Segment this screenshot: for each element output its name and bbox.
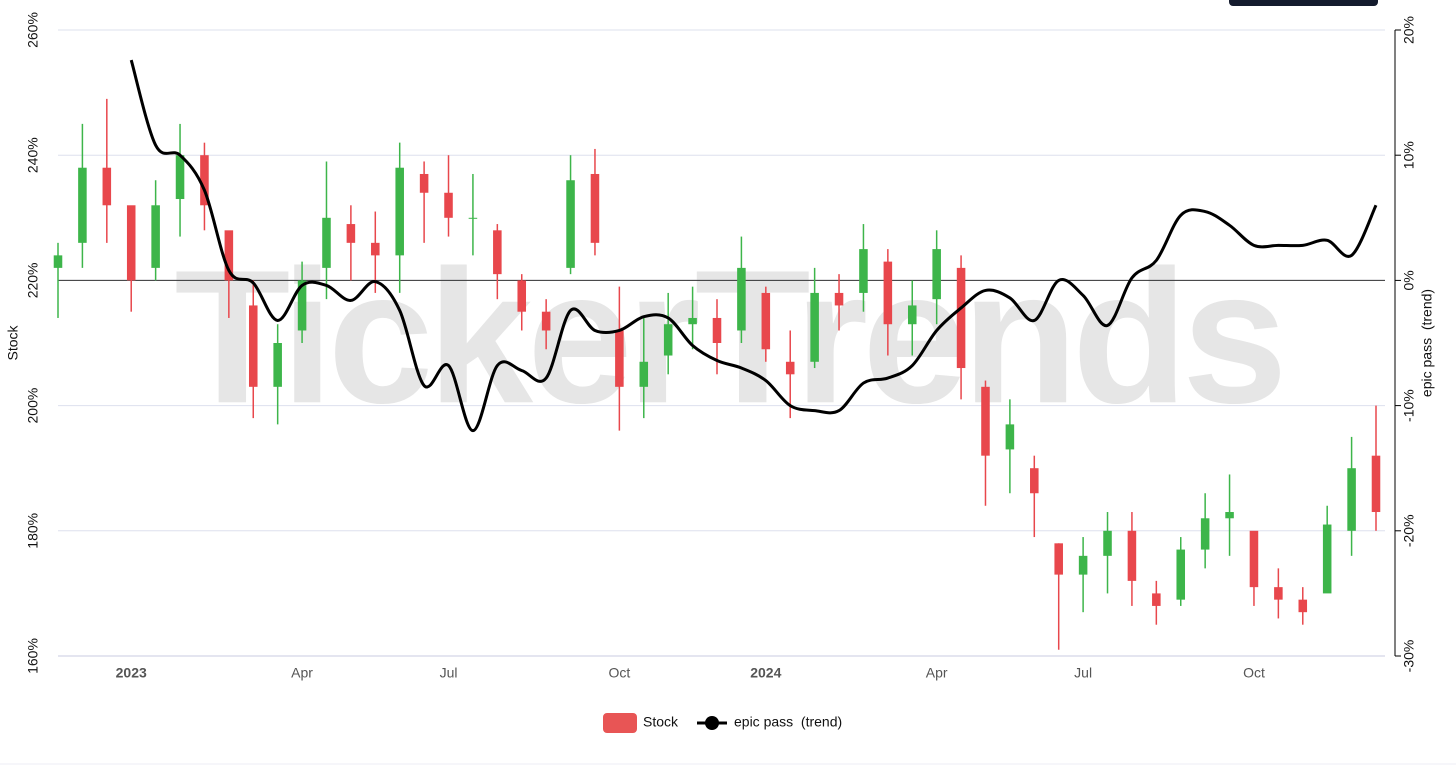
candle-body xyxy=(590,173,600,243)
y-axis-label: Stock xyxy=(5,324,21,360)
candle-body xyxy=(1322,524,1332,594)
candle-body xyxy=(175,155,185,200)
candle-body xyxy=(322,217,331,268)
legend-label: epic pass (trend) xyxy=(734,714,842,730)
candle-body xyxy=(737,267,746,331)
y-tick-label: 160% xyxy=(25,638,41,674)
y2-tick-label: -20% xyxy=(1401,514,1417,547)
x-tick-label: Oct xyxy=(608,665,630,681)
candle-body xyxy=(859,249,868,293)
candle-body xyxy=(1298,599,1308,613)
candle-body xyxy=(615,330,624,387)
y-tick-label: 260% xyxy=(25,12,41,48)
x-tick-label: Jul xyxy=(1074,665,1092,681)
candle-body xyxy=(78,167,87,243)
candle-body xyxy=(371,242,380,256)
candle-body xyxy=(1030,468,1039,494)
y-tick-label: 200% xyxy=(25,388,41,424)
candle-body xyxy=(712,317,722,343)
x-tick-label: Oct xyxy=(1243,665,1265,681)
candle-body xyxy=(224,230,234,281)
candle-body xyxy=(1176,549,1186,600)
candle-body xyxy=(102,167,112,206)
candle-body xyxy=(468,217,478,219)
top-button[interactable] xyxy=(1229,0,1378,6)
candle-body xyxy=(907,305,917,325)
candle-body xyxy=(688,317,697,325)
y2-axis-label: epic pass (trend) xyxy=(1419,289,1435,397)
candle-body xyxy=(1371,455,1381,513)
y2-tick-label: -30% xyxy=(1401,640,1417,673)
x-tick-label: Apr xyxy=(926,665,948,681)
candle-body xyxy=(566,180,575,268)
y-tick-label: 240% xyxy=(25,137,41,173)
candle-body xyxy=(1347,468,1356,531)
candle-body xyxy=(810,292,819,362)
candle-body xyxy=(1152,593,1161,606)
candle-body xyxy=(932,249,941,300)
candle-body xyxy=(663,324,673,356)
x-tick-label: 2024 xyxy=(750,665,781,681)
y2-tick-label: 0% xyxy=(1401,270,1417,290)
candle-body xyxy=(1005,424,1015,450)
candle-body xyxy=(785,361,795,375)
x-tick-label: Jul xyxy=(440,665,458,681)
y2-tick-label: 10% xyxy=(1401,141,1417,169)
candle-body xyxy=(517,280,527,312)
candle-body xyxy=(53,255,63,268)
legend-swatch xyxy=(603,713,637,733)
candle-body xyxy=(981,386,990,456)
candle-body xyxy=(883,261,893,325)
y-tick-label: 220% xyxy=(25,262,41,298)
candle-body xyxy=(1054,543,1063,575)
candle-body xyxy=(1103,530,1112,556)
candle-body xyxy=(541,311,551,331)
candle-body xyxy=(273,343,282,387)
x-tick-label: Apr xyxy=(291,665,313,681)
candle-body xyxy=(395,167,404,256)
candle-body xyxy=(761,292,771,350)
y2-tick-label: 20% xyxy=(1401,16,1417,44)
candle-body xyxy=(639,361,649,387)
candle-body xyxy=(200,155,209,206)
legend-label: Stock xyxy=(643,714,679,730)
candle-body xyxy=(297,280,307,331)
x-tick-label: 2023 xyxy=(116,665,147,681)
candle-body xyxy=(248,305,258,387)
candle-body xyxy=(1274,587,1283,600)
y-tick-label: 180% xyxy=(25,513,41,549)
candle-body xyxy=(419,173,429,193)
candle-body xyxy=(834,292,844,306)
trend-line xyxy=(129,59,1378,433)
candle-body xyxy=(151,205,160,268)
candle-body xyxy=(1127,530,1137,581)
y2-tick-label: -10% xyxy=(1401,389,1417,422)
candle-body xyxy=(126,205,136,281)
watermark: TickerTrends xyxy=(174,231,1281,443)
candle-body xyxy=(1249,530,1259,588)
candle-body xyxy=(1200,518,1210,550)
candle-body xyxy=(493,230,502,275)
candle-body xyxy=(1225,512,1234,519)
candle-body xyxy=(956,267,966,369)
legend-dot xyxy=(705,716,719,730)
candle-body xyxy=(1078,555,1088,575)
candle-body xyxy=(346,224,356,243)
candle-body xyxy=(444,192,453,218)
